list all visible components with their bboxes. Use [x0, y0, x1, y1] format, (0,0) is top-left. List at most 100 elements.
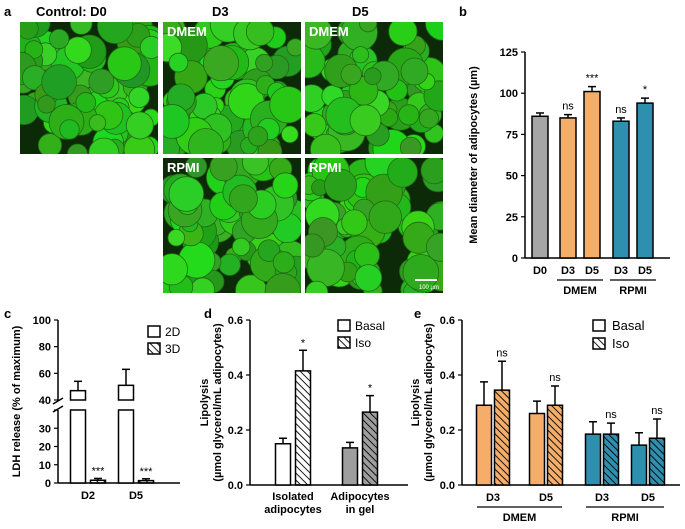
adipocyte-cell	[310, 133, 342, 154]
significance-label: ns	[651, 405, 663, 417]
scale-bar-label: 100 µm	[418, 285, 439, 291]
y-tick-label: 80	[39, 342, 51, 354]
bar	[559, 117, 577, 259]
bar	[612, 120, 630, 259]
adipocyte-cell	[387, 158, 418, 188]
adipocyte-cell	[286, 38, 301, 57]
significance-label: ns	[615, 104, 627, 116]
y-tick-label: 75	[506, 129, 518, 141]
axis-break-mark	[52, 405, 64, 413]
x-tick-label: D5	[641, 492, 655, 504]
adipocyte-cell	[368, 200, 402, 234]
significance-label: ***	[92, 465, 106, 477]
bar-fill	[529, 413, 545, 485]
bar-lower	[69, 409, 87, 484]
legend-label: Basal	[355, 319, 385, 333]
adipocyte-cell	[257, 239, 281, 262]
adipocyte-cell	[64, 36, 92, 64]
adipocyte-cell	[281, 125, 299, 144]
x-tick-label: Isolated	[272, 491, 314, 503]
x-tick-label: D5	[585, 265, 599, 277]
x-tick-label: D2	[81, 490, 95, 502]
adipocyte-cell	[272, 172, 299, 199]
y-tick-label: 125	[500, 47, 518, 59]
micrograph-image	[163, 22, 301, 154]
panel-a-label: a	[4, 4, 12, 19]
adipocyte-cell	[37, 95, 56, 114]
adipocyte-cell	[363, 67, 382, 86]
y-tick-label: 0.2	[228, 425, 243, 437]
panel-a-title-d0: Control: D0	[36, 4, 107, 19]
y-tick-label: 0.4	[440, 370, 456, 382]
y-tick-label: 30	[39, 423, 51, 435]
adipocyte-cell	[88, 137, 120, 154]
adipocyte-cell	[167, 228, 185, 247]
x-tick-label: D3	[595, 492, 609, 504]
x-tick-label: D0	[533, 265, 547, 277]
y-tick-label: 0.0	[228, 480, 243, 492]
micrograph-label: DMEM	[309, 24, 349, 39]
adipocyte-cell	[402, 254, 440, 291]
micrograph-dmem-d3: DMEM	[163, 22, 301, 154]
legend-swatch	[147, 342, 161, 355]
adipocyte-cell	[305, 280, 329, 293]
adipocyte-cell	[218, 253, 241, 276]
y-tick-label: 0.6	[228, 315, 243, 327]
y-axis-label: LDH release (% of maximum)	[11, 325, 23, 477]
adipocyte-cell	[188, 128, 224, 154]
y-axis-label: Lipolysis	[199, 379, 211, 427]
adipocyte-cell	[400, 57, 429, 86]
adipocyte-cell	[255, 53, 274, 72]
scale-bar	[415, 279, 437, 281]
micrograph-control-d0	[20, 22, 158, 154]
significance-label: ns	[562, 101, 574, 113]
significance-label: *	[368, 383, 373, 395]
bar	[493, 389, 511, 486]
panel-e-label: e	[414, 306, 421, 321]
adipocyte-cell	[67, 143, 88, 154]
significance-label: ns	[605, 409, 617, 421]
y-tick-label: 25	[506, 212, 518, 224]
adipocyte-cell	[20, 22, 39, 40]
adipocyte-cell	[163, 104, 190, 139]
x-tick-label: D3	[486, 492, 500, 504]
legend-label: Iso	[612, 336, 629, 351]
y-axis-sublabel: (µmol glycerol/mL adipocytes)	[212, 323, 224, 482]
bar	[69, 389, 87, 401]
legend-label: 3D	[165, 342, 181, 356]
adipocyte-cell	[354, 264, 383, 292]
y-tick-label: 0.4	[228, 370, 244, 382]
micrograph-image	[20, 22, 158, 154]
panel-d-label: d	[204, 306, 212, 321]
adipocyte-cell	[388, 22, 418, 46]
adipocyte-cell	[184, 158, 208, 178]
adipocyte-cell	[49, 28, 70, 50]
legend-label: 2D	[165, 325, 181, 339]
adipocyte-cell	[425, 22, 443, 41]
legend-swatch	[337, 319, 351, 332]
bar	[602, 433, 620, 486]
y-tick-label: 0.0	[440, 480, 455, 492]
panel-c-label: c	[4, 306, 11, 321]
legend-label: Iso	[355, 336, 371, 350]
y-tick-label: 40	[39, 395, 51, 407]
legend-swatch	[592, 337, 606, 350]
y-tick-label: 100	[33, 315, 51, 327]
x-tick-label: D5	[638, 265, 652, 277]
adipocyte-cell	[241, 158, 269, 176]
significance-label: ***	[140, 466, 154, 478]
y-tick-label: 0	[45, 478, 51, 490]
adipocyte-cell	[358, 22, 378, 33]
group-label: RPMI	[611, 512, 639, 524]
adipocyte-cell	[354, 242, 380, 269]
legend-swatch	[592, 319, 606, 332]
adipocyte-cell	[88, 68, 115, 95]
micrograph-image	[163, 158, 301, 293]
adipocyte-cell	[69, 22, 93, 35]
x-tick-label: adipocytes	[264, 504, 321, 516]
adipocyte-cell	[269, 86, 301, 124]
significance-label: ns	[549, 372, 561, 384]
adipocyte-cell	[352, 46, 370, 64]
bar-fill	[476, 405, 492, 485]
